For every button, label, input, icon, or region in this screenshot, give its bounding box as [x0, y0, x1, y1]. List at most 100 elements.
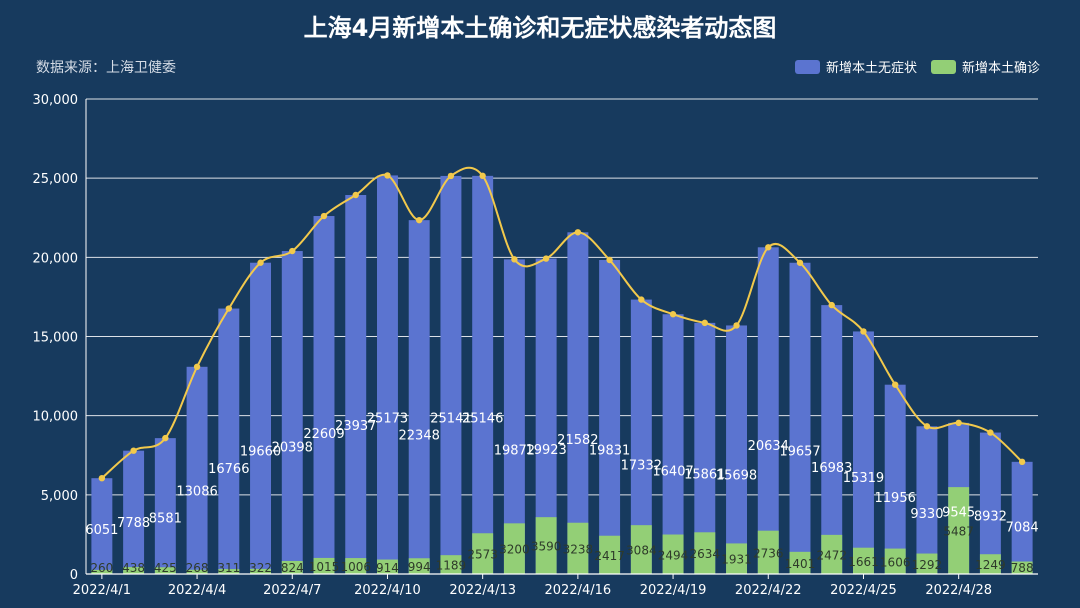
bar-asymptomatic: [884, 384, 906, 574]
bar-confirmed: [535, 517, 557, 574]
bar-asymptomatic: [408, 220, 430, 574]
bar-confirmed: [789, 551, 811, 574]
data-label-asymptomatic: 7084: [1006, 520, 1039, 535]
data-label-asymptomatic: 9330: [910, 507, 943, 522]
trend-point: [701, 319, 708, 327]
data-source-note: 数据来源：上海卫健委: [36, 60, 176, 76]
chart-title: 上海4月新增本土确诊和无症状感染者动态图: [303, 14, 777, 42]
bar-confirmed: [408, 558, 430, 574]
data-label-confirmed: 1015: [309, 560, 340, 574]
data-label-asymptomatic: 8581: [149, 511, 182, 526]
bar-confirmed: [630, 525, 652, 574]
bar-confirmed: [979, 554, 1001, 574]
data-label-asymptomatic: 9545: [942, 506, 975, 521]
x-tick-label: 2022/4/10: [354, 583, 421, 598]
legend-swatch-confirmed: [930, 59, 956, 74]
data-label-asymptomatic: 7788: [117, 516, 150, 531]
bar-asymptomatic: [186, 366, 208, 574]
data-label-confirmed: 268: [186, 561, 209, 575]
data-label-confirmed: 2736: [753, 546, 784, 560]
trend-point: [98, 474, 106, 482]
bar-asymptomatic: [376, 175, 398, 575]
bar-asymptomatic: [313, 216, 335, 574]
data-label-asymptomatic: 15698: [716, 469, 757, 484]
x-tick-label: 2022/4/16: [545, 583, 612, 598]
data-label-confirmed: 260: [90, 561, 113, 575]
bar-confirmed: [154, 567, 176, 574]
trend-point: [352, 191, 359, 199]
trend-point: [765, 244, 772, 251]
trend-point: [606, 256, 613, 264]
bar-confirmed: [250, 568, 272, 574]
bar-asymptomatic: [630, 299, 652, 574]
x-tick-label: 2022/4/4: [168, 583, 226, 598]
trend-point: [416, 216, 423, 224]
data-label-asymptomatic: 16766: [208, 462, 249, 477]
data-label-confirmed: 2634: [690, 547, 721, 561]
trend-point: [638, 296, 645, 303]
data-label-confirmed: 2573: [467, 548, 498, 562]
bar-confirmed: [567, 522, 589, 574]
legend-label-confirmed: 新增本土确诊: [961, 61, 1040, 76]
bar-confirmed: [376, 559, 398, 574]
legend-swatch-asymptomatic: [794, 59, 820, 74]
y-tick-label: 25,000: [33, 172, 79, 187]
data-label-asymptomatic: 8932: [974, 509, 1007, 524]
bar-asymptomatic: [694, 322, 716, 574]
data-label-asymptomatic: 11956: [875, 491, 916, 506]
x-tick-label: 2022/4/19: [640, 583, 707, 598]
trend-point: [796, 259, 804, 266]
legend-item-confirmed[interactable]: 新增本土确诊: [930, 57, 1040, 76]
bar-asymptomatic: [821, 305, 843, 574]
bar-confirmed: [694, 532, 716, 574]
data-label-confirmed: 1606: [880, 555, 911, 569]
bar-asymptomatic: [535, 258, 557, 574]
y-tick-label: 30,000: [33, 93, 79, 108]
trend-point: [162, 434, 169, 442]
data-label-confirmed: 1401: [785, 557, 816, 571]
trend-point: [384, 172, 391, 179]
bar-confirmed: [472, 533, 494, 574]
data-label-asymptomatic: 13086: [176, 484, 217, 499]
x-tick-label: 2022/4/22: [735, 583, 802, 598]
data-label-asymptomatic: 19660: [240, 445, 281, 460]
data-label-asymptomatic: 19657: [779, 445, 820, 460]
trend-point: [669, 311, 677, 318]
legend-label-asymptomatic: 新增本土无症状: [825, 61, 917, 76]
data-label-confirmed: 994: [408, 560, 431, 574]
y-tick-label: 5,000: [41, 489, 78, 504]
x-tick-label: 2022/4/28: [925, 583, 992, 598]
data-label-confirmed: 425: [154, 561, 177, 575]
data-label-asymptomatic: 19872: [494, 443, 535, 458]
bar-asymptomatic: [726, 325, 748, 574]
trend-point: [733, 322, 740, 329]
bar-confirmed: [599, 535, 621, 574]
bar-confirmed: [821, 534, 843, 574]
bar-asymptomatic: [567, 232, 589, 574]
bar-confirmed: [1011, 561, 1033, 574]
bar-confirmed: [218, 569, 240, 574]
data-label-asymptomatic: 16983: [811, 461, 852, 476]
bar-confirmed: [440, 555, 462, 574]
legend-item-asymptomatic[interactable]: 新增本土无症状: [794, 57, 917, 76]
data-label-confirmed: 2494: [658, 548, 689, 562]
bar-asymptomatic: [979, 432, 1001, 574]
x-tick-label: 2022/4/13: [449, 583, 516, 598]
bar-confirmed: [662, 534, 684, 574]
bar-asymptomatic: [250, 262, 272, 574]
bar-asymptomatic: [218, 308, 240, 574]
trend-point: [193, 363, 201, 371]
trend-point: [987, 429, 994, 436]
bar-confirmed: [503, 523, 525, 574]
trend-point: [892, 381, 899, 388]
data-label-asymptomatic: 15319: [843, 471, 884, 486]
bar-confirmed: [726, 543, 748, 574]
bar-asymptomatic: [852, 331, 874, 574]
data-label-confirmed: 3590: [531, 540, 562, 554]
data-label-asymptomatic: 25146: [462, 412, 503, 427]
data-label-asymptomatic: 25141: [430, 412, 471, 427]
data-label-confirmed: 3238: [563, 542, 594, 556]
bar-asymptomatic: [123, 450, 145, 574]
y-tick-label: 0: [70, 568, 78, 583]
